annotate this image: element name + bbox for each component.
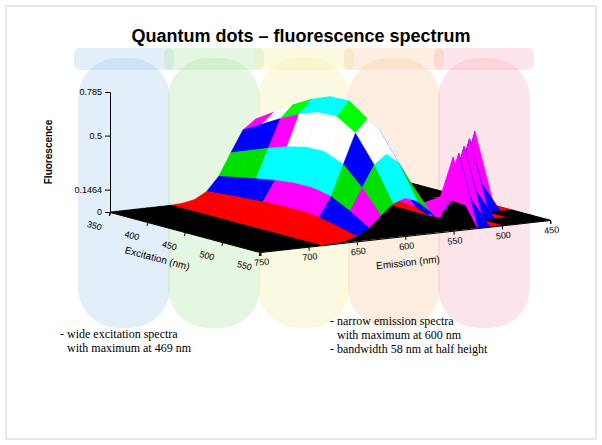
y-tick: 500 — [198, 237, 223, 264]
annotation: with maximum at 600 nm — [337, 328, 462, 342]
annotation: - bandwidth 58 nm at half height — [330, 342, 488, 356]
y-tick-mark — [259, 252, 260, 256]
surface — [110, 97, 550, 252]
x-tick-label: 700 — [302, 251, 318, 263]
tube-cap — [344, 48, 444, 70]
x-tick-label: 450 — [544, 224, 560, 236]
slide-border — [6, 6, 596, 439]
chart-container: Quantum dots – fluorescence spectrum7507… — [0, 0, 602, 445]
x-tick: 600 — [398, 235, 415, 252]
z-tick: 0.785 — [79, 87, 110, 97]
z-tick-label: 0.1464 — [74, 185, 102, 195]
z-axis-title: Fluorescence — [43, 119, 54, 184]
z-tick-mark — [105, 212, 110, 213]
x-tick-label: 650 — [350, 246, 366, 258]
z-tick-mark — [105, 92, 110, 93]
chart-title: Quantum dots – fluorescence spectrum — [131, 26, 470, 46]
plot-area — [110, 97, 550, 252]
z-tick-label: 0.5 — [89, 131, 102, 141]
y-tick-mark — [147, 222, 148, 226]
annotation: - narrow emission spectra — [330, 314, 454, 328]
axis-line — [105, 93, 111, 213]
z-tick: 0.5 — [89, 131, 110, 141]
x-tick-mark — [308, 247, 309, 251]
annotation: with maximum at 469 nm — [67, 341, 192, 355]
z-tick: 0.1464 — [74, 185, 110, 195]
x-axis-title: Emission (nm) — [376, 253, 441, 271]
x-tick-label: 600 — [399, 240, 415, 252]
y-tick-label: 350 — [86, 219, 103, 233]
z-axis: 0 0.1464 0.5 0.785 — [74, 87, 110, 217]
annotations: - wide excitation spectrawith maximum at… — [60, 314, 488, 356]
x-tick-mark — [453, 231, 454, 235]
y-tick: 450 — [161, 227, 186, 254]
tube-cap — [164, 48, 264, 70]
tube-shape — [168, 58, 260, 328]
x-tick: 750 — [253, 251, 270, 268]
y-axis-title: Excitation (nm) — [124, 244, 191, 272]
z-tick: 0 — [97, 207, 110, 217]
tube-cap — [434, 48, 534, 70]
y-tick-label: 400 — [123, 229, 140, 243]
z-tick-label: 0.785 — [79, 87, 102, 97]
y-tick-mark — [184, 232, 185, 236]
x-tick-label: 500 — [495, 230, 511, 242]
x-tick-mark — [502, 225, 503, 229]
chart-svg: Quantum dots – fluorescence spectrum7507… — [0, 0, 602, 445]
z-tick-label: 0 — [97, 207, 102, 217]
x-tick-label: 550 — [447, 235, 463, 247]
x-tick-mark — [550, 220, 551, 224]
y-tick: 400 — [123, 217, 148, 244]
x-tick: 700 — [301, 246, 318, 263]
x-tick: 650 — [350, 240, 367, 257]
slide-background — [0, 0, 602, 445]
surface-cell — [435, 157, 466, 216]
axis-line — [261, 220, 551, 255]
y-tick-label: 550 — [236, 259, 253, 273]
y-tick-mark — [222, 242, 223, 246]
y-tick-label: 500 — [198, 249, 215, 263]
x-tick: 550 — [446, 230, 463, 247]
x-tick: 450 — [543, 219, 560, 236]
x-tick-mark — [260, 252, 261, 256]
tube-cap — [254, 48, 354, 70]
tube-cap — [74, 48, 174, 70]
x-tick: 500 — [495, 224, 512, 241]
x-tick-label: 750 — [254, 256, 270, 268]
background — [0, 0, 602, 445]
y-tick-label: 450 — [161, 239, 178, 253]
annotation: - wide excitation spectra — [60, 327, 178, 341]
x-tick-mark — [357, 241, 358, 245]
z-tick-mark — [105, 190, 110, 191]
y-tick: 550 — [236, 247, 261, 274]
y-axis: 350 400 450 500 550 Excitation (nm) — [82, 207, 261, 289]
x-tick-mark — [405, 236, 406, 240]
y-tick: 350 — [86, 207, 111, 234]
x-axis: 750 700 650 600 550 500 450 Emission (nm) — [253, 219, 561, 284]
z-tick-mark — [105, 136, 110, 137]
